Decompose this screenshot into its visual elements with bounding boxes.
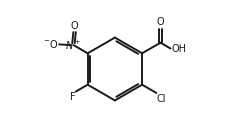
- Text: Cl: Cl: [157, 94, 167, 104]
- Text: O: O: [157, 17, 164, 27]
- Text: $^{-}$O: $^{-}$O: [43, 38, 58, 50]
- Text: F: F: [69, 92, 75, 102]
- Text: OH: OH: [171, 43, 186, 54]
- Text: O: O: [71, 21, 78, 31]
- Text: $N^+$: $N^+$: [65, 39, 82, 52]
